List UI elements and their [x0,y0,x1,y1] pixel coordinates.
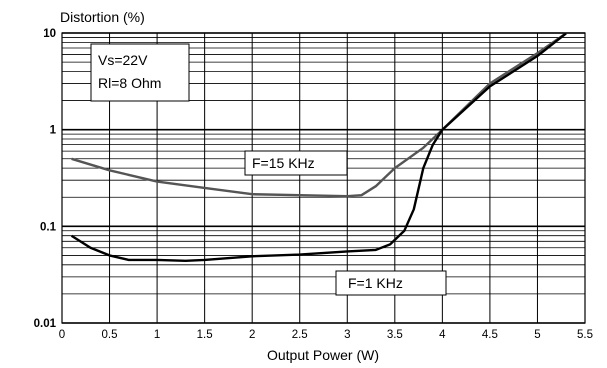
chart-grid [61,32,586,324]
y-tick-label: 0.1 [40,221,57,233]
series-label-15khz-text: F=15 KHz [252,155,315,171]
series-line-1khz [70,32,567,262]
series-label-1khz-text: F=1 KHz [348,275,403,291]
x-tick-label: 0.5 [102,329,118,341]
x-tick-label: 0 [59,329,65,341]
y-tick-label: 0.01 [34,318,57,330]
y-axis-label: Distortion (%) [60,9,145,25]
series-lines [70,32,567,262]
x-tick-label: 1.5 [197,329,213,341]
supply-voltage-label: Vs=22V [98,52,148,68]
x-tick-label: 4 [439,329,446,341]
load-resistance-label: Rl=8 Ohm [98,75,161,91]
x-tick-label: 5.5 [577,329,593,341]
x-tick-label: 2 [249,329,255,341]
x-tick-label: 2.5 [292,329,308,341]
x-tick-label: 1 [154,329,160,341]
series-label-1khz: F=1 KHz [335,270,447,296]
x-tick-label: 3 [344,329,350,341]
conditions-box: Vs=22V Rl=8 Ohm [90,43,190,102]
series-label-15khz: F=15 KHz [244,150,348,176]
x-tick-label: 4.5 [482,329,498,341]
plot-frame [61,32,586,324]
x-axis-label: Output Power (W) [267,347,379,363]
x-tick-label: 3.5 [387,329,403,341]
x-tick-label: 5 [534,329,540,341]
y-tick-label: 1 [50,125,57,137]
series-line-15khz [71,32,567,198]
y-tick-label: 10 [43,28,56,40]
tick-labels: 0 0.5 1 1.5 2 2.5 3 3.5 4 4.5 5 5.5 0.01 0.1 1 10 [34,28,593,341]
